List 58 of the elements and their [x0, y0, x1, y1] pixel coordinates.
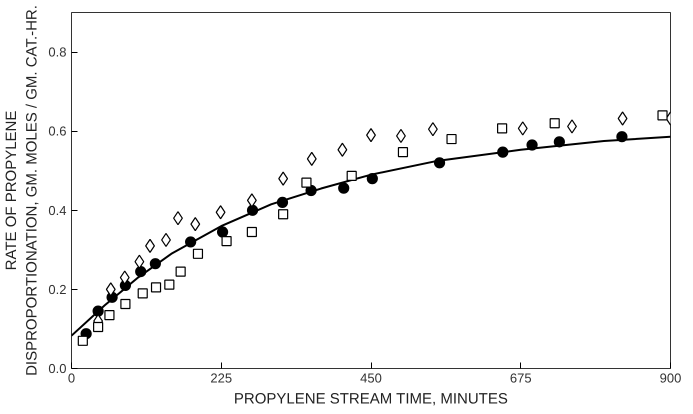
y-tick-label: 0.0: [48, 361, 67, 376]
point: [138, 288, 148, 298]
point: [446, 134, 457, 144]
point: [306, 152, 317, 166]
point: [176, 266, 186, 277]
point: [246, 193, 257, 208]
point: [618, 111, 628, 126]
y-tick-label: 0.8: [48, 44, 67, 60]
x-tick-label: 675: [510, 370, 532, 386]
point: [185, 236, 196, 248]
point: [526, 139, 538, 151]
point: [338, 182, 350, 194]
point: [120, 298, 131, 310]
point: [135, 266, 146, 278]
point: [150, 282, 162, 293]
point: [428, 122, 438, 136]
point: [306, 184, 317, 196]
point: [497, 146, 508, 158]
point: [398, 147, 408, 158]
point: [346, 170, 357, 181]
point: [518, 121, 528, 136]
point: [246, 226, 257, 238]
point: [616, 131, 628, 142]
point: [216, 205, 226, 220]
y-tick-label: 0.6: [48, 124, 67, 139]
x-tick-label: 0: [68, 370, 76, 386]
point: [278, 209, 288, 220]
y-tick-label: 0.2: [48, 282, 67, 297]
point: [106, 282, 116, 296]
point: [276, 196, 288, 208]
point: [278, 172, 288, 186]
x-tick-label: 225: [210, 370, 232, 386]
point: [134, 254, 144, 269]
point: [192, 248, 204, 259]
point: [93, 322, 104, 332]
point: [550, 118, 560, 128]
point: [150, 258, 161, 270]
point: [246, 204, 258, 216]
point: [221, 236, 232, 246]
point: [497, 123, 508, 134]
y-tick-label: 0.4: [48, 202, 67, 218]
point: [337, 142, 348, 157]
point: [366, 173, 378, 184]
x-tick-label: 450: [360, 370, 382, 386]
point: [657, 110, 668, 120]
point: [216, 226, 228, 238]
point: [554, 136, 565, 148]
x-tick-label: 900: [660, 370, 682, 386]
point: [78, 336, 88, 346]
point: [190, 217, 200, 232]
y-axis-title: RATE OF PROPYLENE DISPROPORTIONATION, GM. MOLES / GM. CAT.-HR.: [3, 5, 40, 376]
point: [164, 280, 174, 290]
point: [301, 177, 312, 188]
point: [92, 306, 104, 317]
x-axis-title: PROPYLENE STREAM TIME, MINUTES: [234, 390, 508, 408]
point: [120, 270, 130, 285]
point: [434, 157, 446, 168]
point: [104, 310, 115, 320]
